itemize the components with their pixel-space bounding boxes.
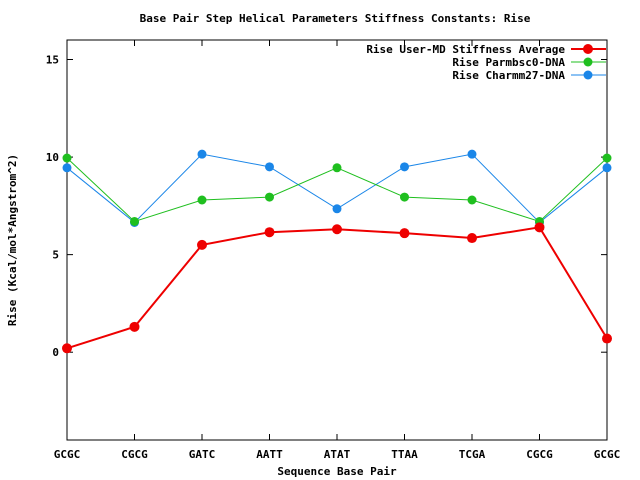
chart-title: Base Pair Step Helical Parameters Stiffn…: [140, 12, 531, 25]
data-point: [264, 227, 275, 238]
y-tick-label: 0: [52, 346, 59, 359]
legend-marker: [583, 57, 593, 67]
x-tick-label: ATAT: [324, 448, 351, 461]
x-tick-label: CGCG: [526, 448, 553, 461]
data-point: [62, 343, 72, 354]
plot-frame: [66, 39, 608, 441]
data-point: [197, 149, 207, 159]
data-point: [62, 163, 72, 173]
data-point: [467, 233, 477, 244]
series-line: [66, 226, 608, 350]
data-point: [602, 163, 612, 173]
y-axis-label: Rise (Kcal/mol*Angstrom^2): [6, 154, 19, 326]
data-point: [332, 224, 342, 235]
x-tick-label: GATC: [189, 448, 216, 461]
data-point: [62, 153, 72, 163]
data-point: [332, 204, 342, 214]
legend-marker: [583, 70, 593, 80]
data-point: [400, 162, 409, 172]
data-point: [399, 228, 410, 239]
legend-label: Rise Charmm27-DNA: [452, 69, 565, 82]
data-point: [197, 239, 207, 250]
series-layer: [62, 149, 612, 354]
x-tick-label: GCGC: [54, 448, 81, 461]
data-point: [602, 333, 612, 344]
data-point: [400, 192, 409, 202]
legend-label: Rise User-MD Stiffness Average: [366, 43, 565, 56]
y-tick-label: 15: [46, 54, 59, 67]
x-tick-label: GCGC: [594, 448, 621, 461]
legend-label: Rise Parmbsc0-DNA: [452, 56, 565, 69]
data-point: [265, 192, 274, 202]
data-point: [467, 149, 477, 159]
x-tick-label: AATT: [256, 448, 283, 461]
series-2: [62, 153, 612, 226]
x-axis-label: Sequence Base Pair: [277, 465, 397, 478]
data-point: [332, 163, 342, 173]
data-point: [602, 153, 612, 163]
data-point: [467, 195, 477, 205]
data-point: [129, 321, 140, 332]
x-tick-label: TCGA: [459, 448, 486, 461]
y-tick-label: 5: [52, 249, 59, 262]
legend-entry: Rise Charmm27-DNA: [452, 69, 606, 82]
x-tick-label: CGCG: [121, 448, 148, 461]
x-axis: GCGC CGCG GATC AATT ATAT TTAA TCGA CGCG GCGC: [54, 40, 621, 461]
legend-entry: Rise Parmbsc0-DNA: [452, 56, 606, 69]
series-1: [62, 222, 612, 354]
data-point: [130, 216, 139, 226]
data-point: [197, 195, 207, 205]
y-axis: 0 5 10 15: [46, 54, 607, 359]
legend-entry: Rise User-MD Stiffness Average: [366, 43, 606, 56]
series-3: [62, 149, 612, 227]
y-tick-label: 10: [46, 151, 59, 164]
legend-marker: [583, 44, 593, 54]
data-point: [534, 222, 545, 233]
x-tick-label: TTAA: [391, 448, 418, 461]
data-point: [265, 162, 274, 172]
